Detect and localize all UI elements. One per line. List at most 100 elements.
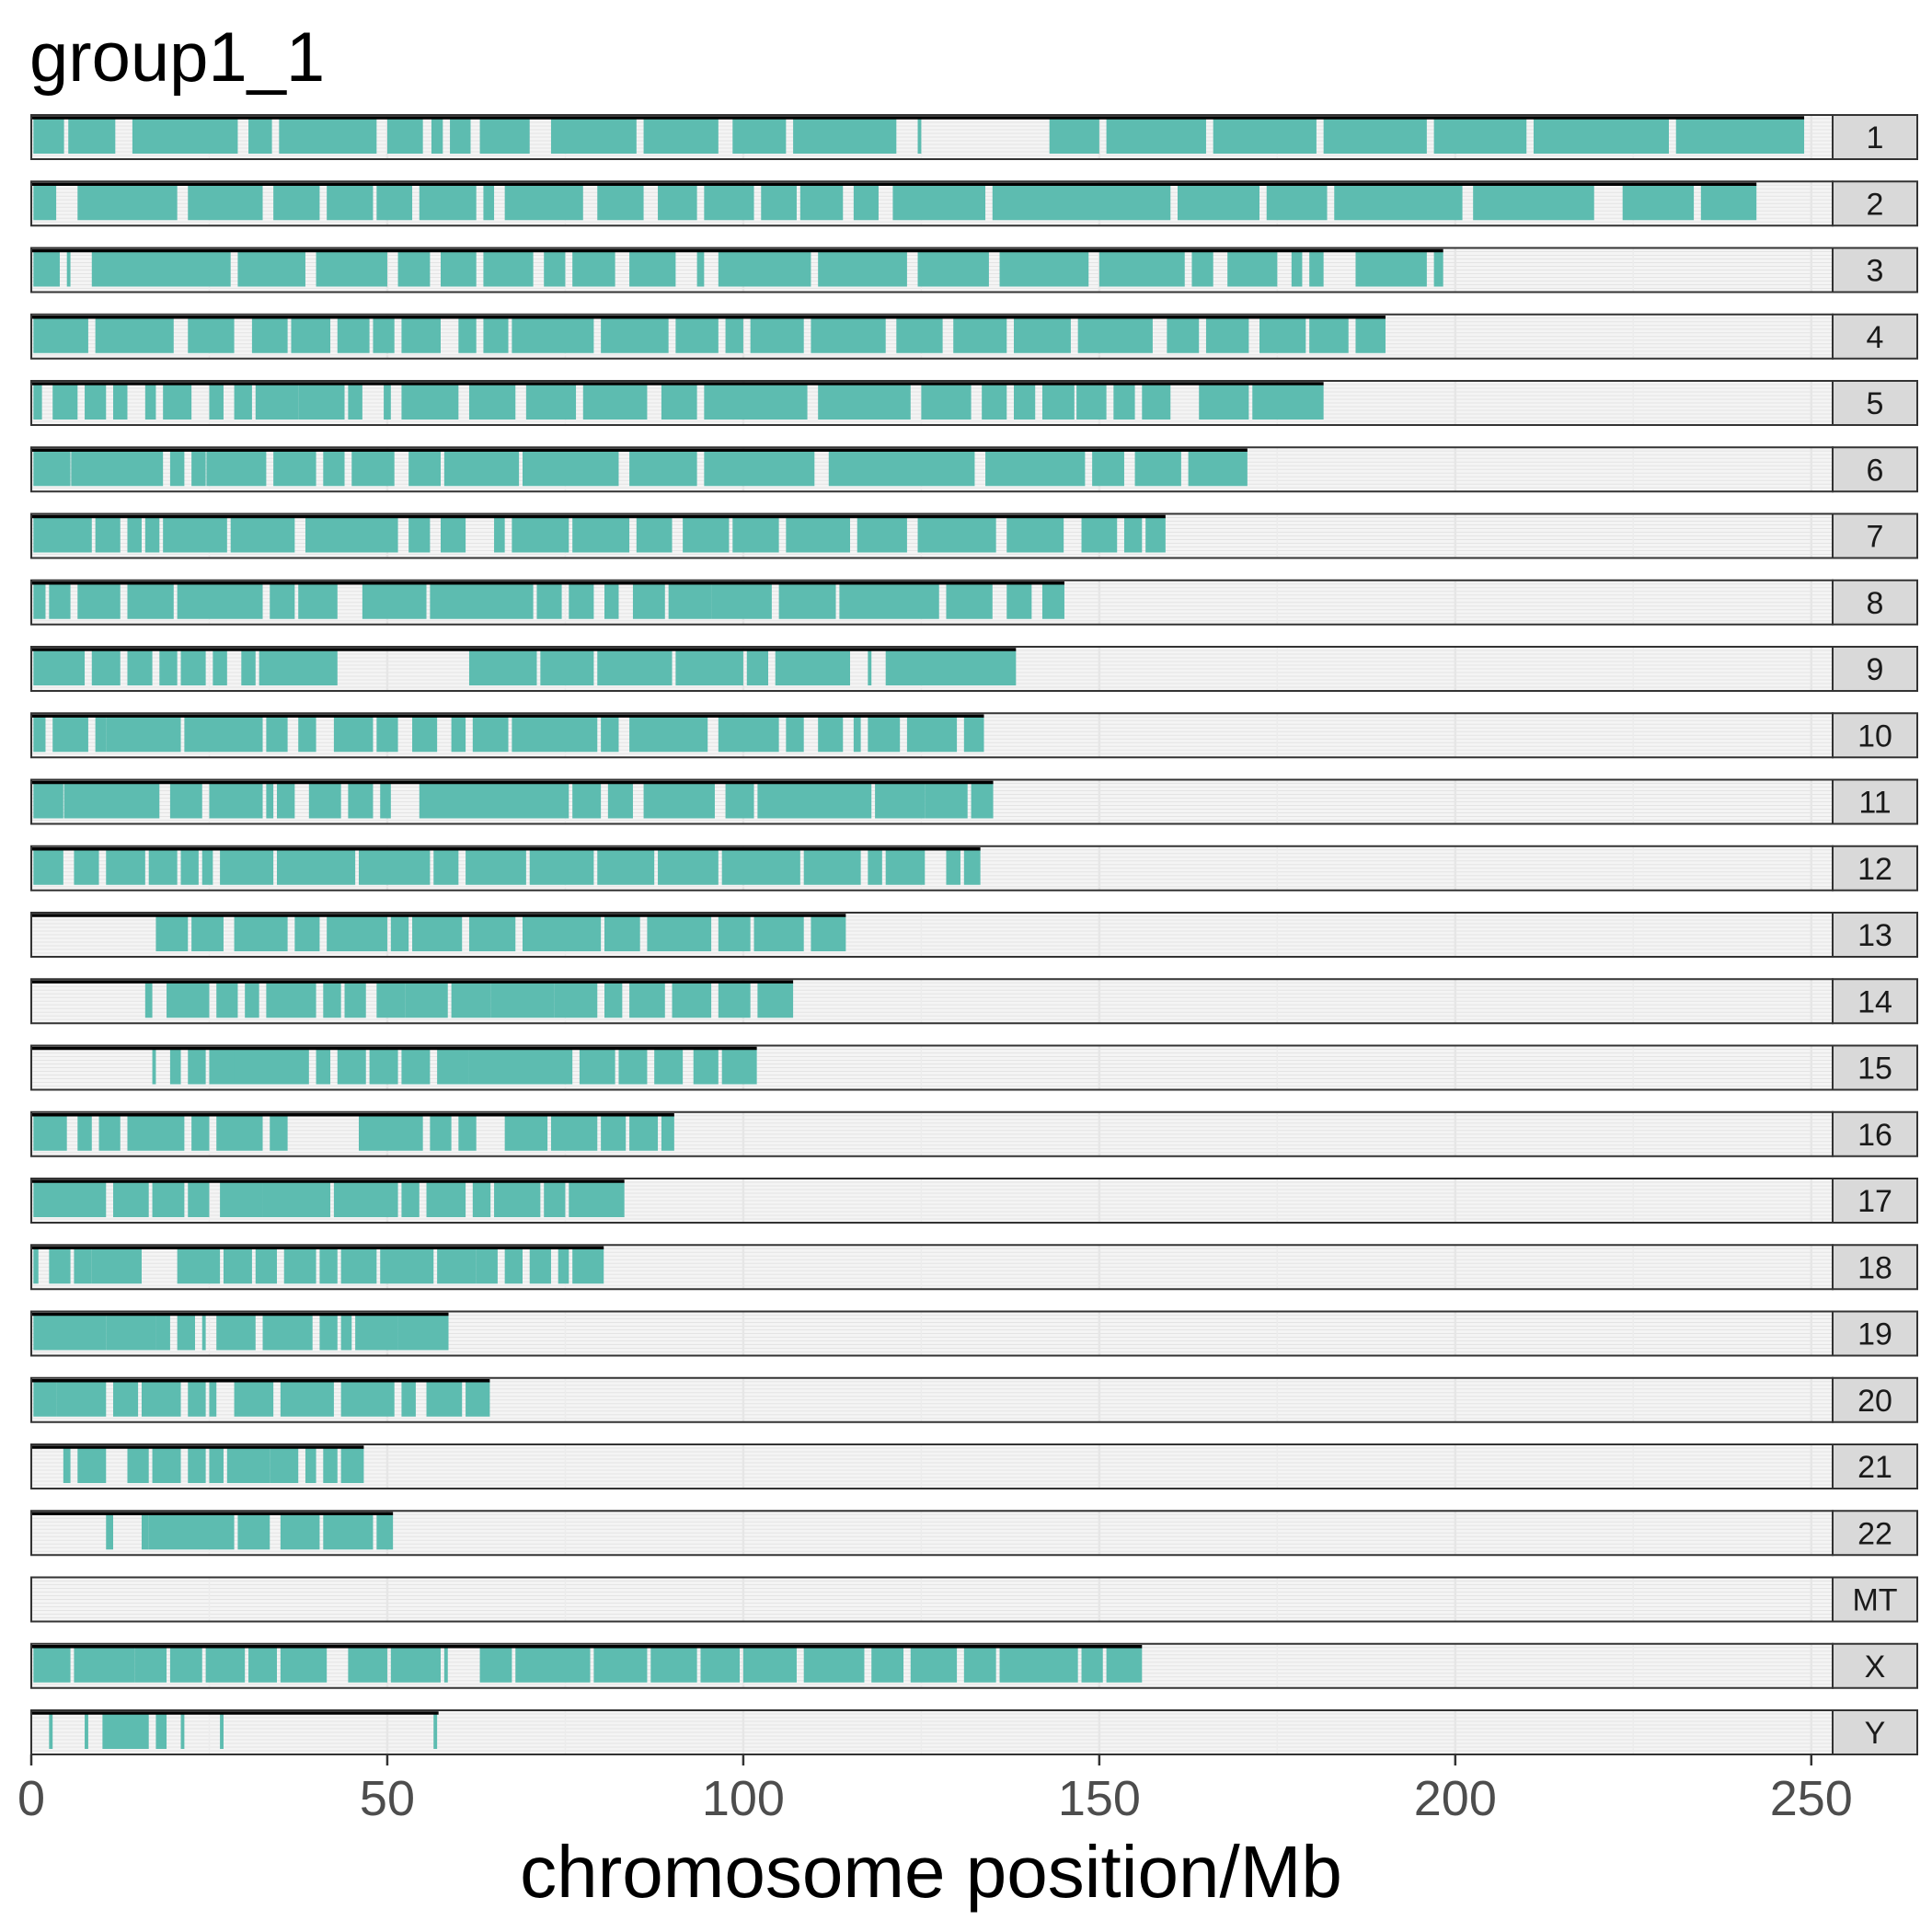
marker-segment: [33, 650, 86, 685]
marker-segment: [52, 385, 78, 420]
facet-strip: [1832, 380, 1918, 426]
marker-segment: [675, 650, 743, 685]
facet-strip: [1832, 180, 1918, 227]
marker-segment: [280, 1381, 334, 1417]
marker-segment: [443, 451, 520, 487]
marker-segment: [95, 517, 121, 553]
marker-segment: [601, 717, 619, 753]
marker-segment: [569, 1182, 625, 1217]
marker-segment: [504, 1248, 523, 1284]
facet-strip-label: 2: [1867, 187, 1884, 222]
marker-segment: [327, 185, 374, 221]
marker-segment: [786, 517, 850, 553]
marker-segment: [742, 1647, 797, 1683]
facet-strip: [1832, 912, 1918, 958]
marker-segment: [572, 783, 602, 819]
marker-segment: [113, 1714, 149, 1749]
marker-segment: [33, 849, 63, 885]
marker-segment: [654, 1049, 684, 1085]
marker-segment: [718, 251, 811, 287]
marker-segment: [319, 1248, 338, 1284]
marker-segment: [718, 916, 751, 951]
marker-segment: [650, 1647, 697, 1683]
marker-segment: [431, 119, 443, 154]
chromosome-panel-16: 16: [29, 1110, 1918, 1157]
marker-segment: [340, 1381, 395, 1417]
marker-segment: [255, 1248, 277, 1284]
marker-segment: [661, 1115, 674, 1151]
facet-strip: [1832, 1110, 1918, 1157]
marker-segment: [629, 983, 665, 1018]
marker-segment: [1106, 1647, 1143, 1683]
marker-segment: [270, 1448, 299, 1483]
marker-segment: [340, 1448, 364, 1483]
marker-segment: [220, 1182, 263, 1217]
marker-segment: [294, 916, 320, 951]
marker-segment: [1309, 317, 1349, 353]
marker-segment: [77, 583, 121, 619]
facet-strip-label: X: [1865, 1650, 1886, 1685]
marker-segment: [1178, 185, 1259, 221]
marker-segment: [1259, 317, 1306, 353]
marker-segment: [359, 1115, 423, 1151]
marker-segment: [1188, 451, 1248, 487]
marker-segment: [127, 1115, 185, 1151]
marker-segment: [102, 1714, 113, 1749]
marker-segment: [220, 1714, 224, 1749]
facet-strip: [1832, 1376, 1918, 1423]
marker-segment: [604, 583, 619, 619]
marker-segment: [437, 1248, 477, 1284]
marker-segment: [180, 849, 199, 885]
marker-segment: [177, 1315, 195, 1351]
marker-segment: [1014, 317, 1071, 353]
marker-segment: [348, 783, 374, 819]
marker-segment: [177, 1248, 221, 1284]
marker-segment: [426, 1182, 466, 1217]
facet-strip: [1832, 778, 1918, 825]
marker-segment: [155, 1315, 170, 1351]
marker-segment: [803, 1647, 865, 1683]
marker-segment: [597, 185, 644, 221]
marker-segment: [885, 849, 926, 885]
marker-segment: [1145, 517, 1166, 553]
marker-segment: [316, 251, 387, 287]
marker-segment: [390, 916, 409, 951]
marker-segment: [476, 1248, 498, 1284]
marker-segment: [373, 317, 395, 353]
marker-segment: [636, 517, 673, 553]
marker-segment: [536, 583, 562, 619]
marker-segment: [1227, 251, 1278, 287]
marker-segment: [529, 1248, 551, 1284]
marker-segment: [33, 1248, 39, 1284]
marker-segment: [433, 1714, 438, 1749]
marker-segment: [127, 1448, 149, 1483]
marker-segment: [529, 849, 594, 885]
chromosome-panel-11: 11: [29, 778, 1918, 825]
marker-segment: [818, 717, 844, 753]
marker-segment: [384, 385, 391, 420]
marker-segment: [66, 251, 71, 287]
marker-segment: [340, 1315, 352, 1351]
x-tick-label: 0: [17, 1771, 45, 1826]
marker-segment: [308, 783, 341, 819]
marker-segment: [305, 517, 398, 553]
marker-segment: [721, 849, 800, 885]
marker-segment: [209, 1448, 224, 1483]
marker-segment: [544, 251, 566, 287]
marker-segment: [693, 1049, 719, 1085]
marker-segment: [1081, 1647, 1103, 1683]
marker-segment: [441, 783, 569, 819]
marker-segment: [337, 317, 370, 353]
x-tick-label: 150: [1058, 1771, 1141, 1826]
marker-segment: [793, 119, 897, 154]
marker-segment: [451, 983, 491, 1018]
facet-strip: [1832, 114, 1918, 160]
marker-segment: [33, 1315, 107, 1351]
chromosome-panel-10: 10: [29, 712, 1918, 759]
marker-segment: [512, 717, 598, 753]
marker-segment: [71, 451, 164, 487]
chromosome-panel-7: 7: [29, 512, 1918, 559]
facet-strip-label: 16: [1857, 1118, 1892, 1153]
marker-segment: [1533, 119, 1669, 154]
marker-segment: [188, 1448, 206, 1483]
